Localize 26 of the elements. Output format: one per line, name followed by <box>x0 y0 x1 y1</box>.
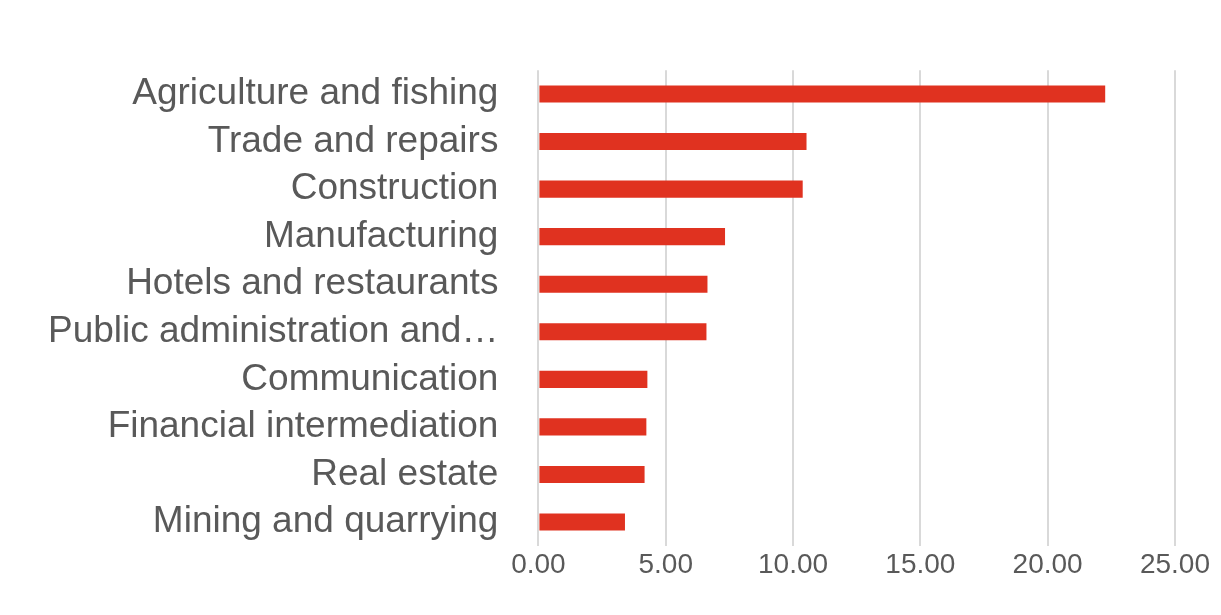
bar <box>539 275 708 293</box>
bar <box>539 418 647 436</box>
bar <box>539 513 625 531</box>
x-tick-label: 5.00 <box>638 548 693 580</box>
bar <box>539 85 1106 103</box>
y-tick-label: Communication <box>241 356 499 398</box>
bar <box>539 228 726 246</box>
y-tick-label: Financial intermediation <box>107 404 499 446</box>
bar <box>539 465 645 484</box>
x-tick-label: 15.00 <box>885 548 956 580</box>
y-tick-label: Hotels and restaurants <box>126 261 499 303</box>
bar <box>539 323 707 341</box>
y-tick-label: Construction <box>290 166 499 208</box>
x-tick-label: 20.00 <box>1012 548 1083 580</box>
x-tick-label: 10.00 <box>757 548 829 580</box>
x-tick-label: 0.00 <box>511 548 566 580</box>
bar <box>539 180 803 198</box>
bar <box>539 132 807 151</box>
y-tick-label: Real estate <box>311 451 499 493</box>
x-tick-label: 25.00 <box>1139 548 1210 580</box>
bar <box>539 370 648 388</box>
y-tick-label: Trade and repairs <box>207 118 499 160</box>
y-tick-label: Manufacturing <box>263 213 499 255</box>
y-tick-label: Agriculture and fishing <box>132 71 499 113</box>
y-tick-label: Public administration and… <box>47 308 499 350</box>
y-tick-label: Mining and quarrying <box>152 499 499 541</box>
